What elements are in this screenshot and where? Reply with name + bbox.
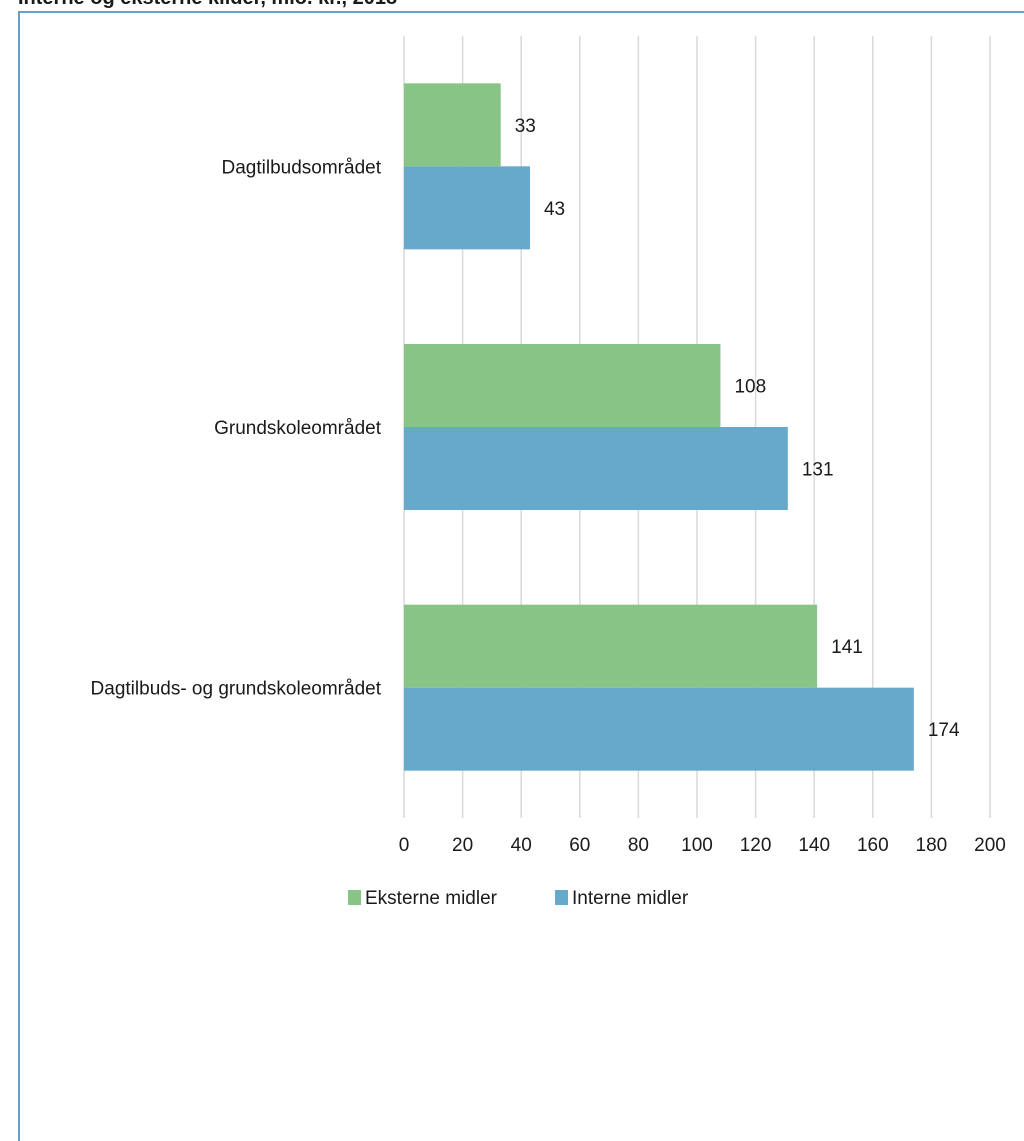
x-tick-label: 20	[452, 835, 473, 856]
bar	[404, 166, 530, 250]
bar	[404, 83, 501, 167]
data-label: 108	[734, 377, 766, 398]
x-tick-label: 160	[857, 835, 889, 856]
data-label: 43	[544, 199, 565, 220]
x-tick-label: 100	[681, 835, 713, 856]
legend-label: Eksterne midler	[365, 888, 498, 909]
data-label: 131	[802, 460, 834, 481]
x-tick-label: 180	[916, 835, 948, 856]
x-tick-label: 60	[569, 835, 590, 856]
category-label: Grundskoleområdet	[214, 418, 382, 439]
legend: Eksterne midler Interne midler	[348, 888, 689, 909]
bars	[404, 83, 914, 771]
labels: 0 20 40 60 80 100 120 140 160 180 200 33 43 Dagtilbud…	[91, 116, 1006, 856]
x-tick-label: 40	[511, 835, 532, 856]
legend-swatch	[348, 890, 361, 905]
category-label: Dagtilbudsområdet	[222, 157, 382, 178]
legend-label: Interne midler	[572, 888, 689, 909]
data-label: 174	[928, 720, 960, 741]
bar	[404, 344, 721, 427]
data-label: 33	[515, 116, 536, 137]
chart-title: Interne og eksterne kilder, mio. kr., 20…	[18, 0, 397, 10]
x-tick-label: 140	[798, 835, 830, 856]
bar	[404, 687, 914, 771]
category-label: Dagtilbuds- og grundskoleområdet	[91, 679, 382, 700]
x-tick-label: 120	[740, 835, 772, 856]
bar	[404, 604, 818, 688]
x-tick-label: 200	[974, 835, 1006, 856]
x-tick-label: 80	[628, 835, 649, 856]
chart-frame	[18, 11, 1024, 1141]
x-tick-label: 0	[399, 835, 410, 856]
bar	[404, 427, 788, 510]
data-label: 141	[831, 637, 863, 658]
legend-swatch	[555, 890, 568, 905]
